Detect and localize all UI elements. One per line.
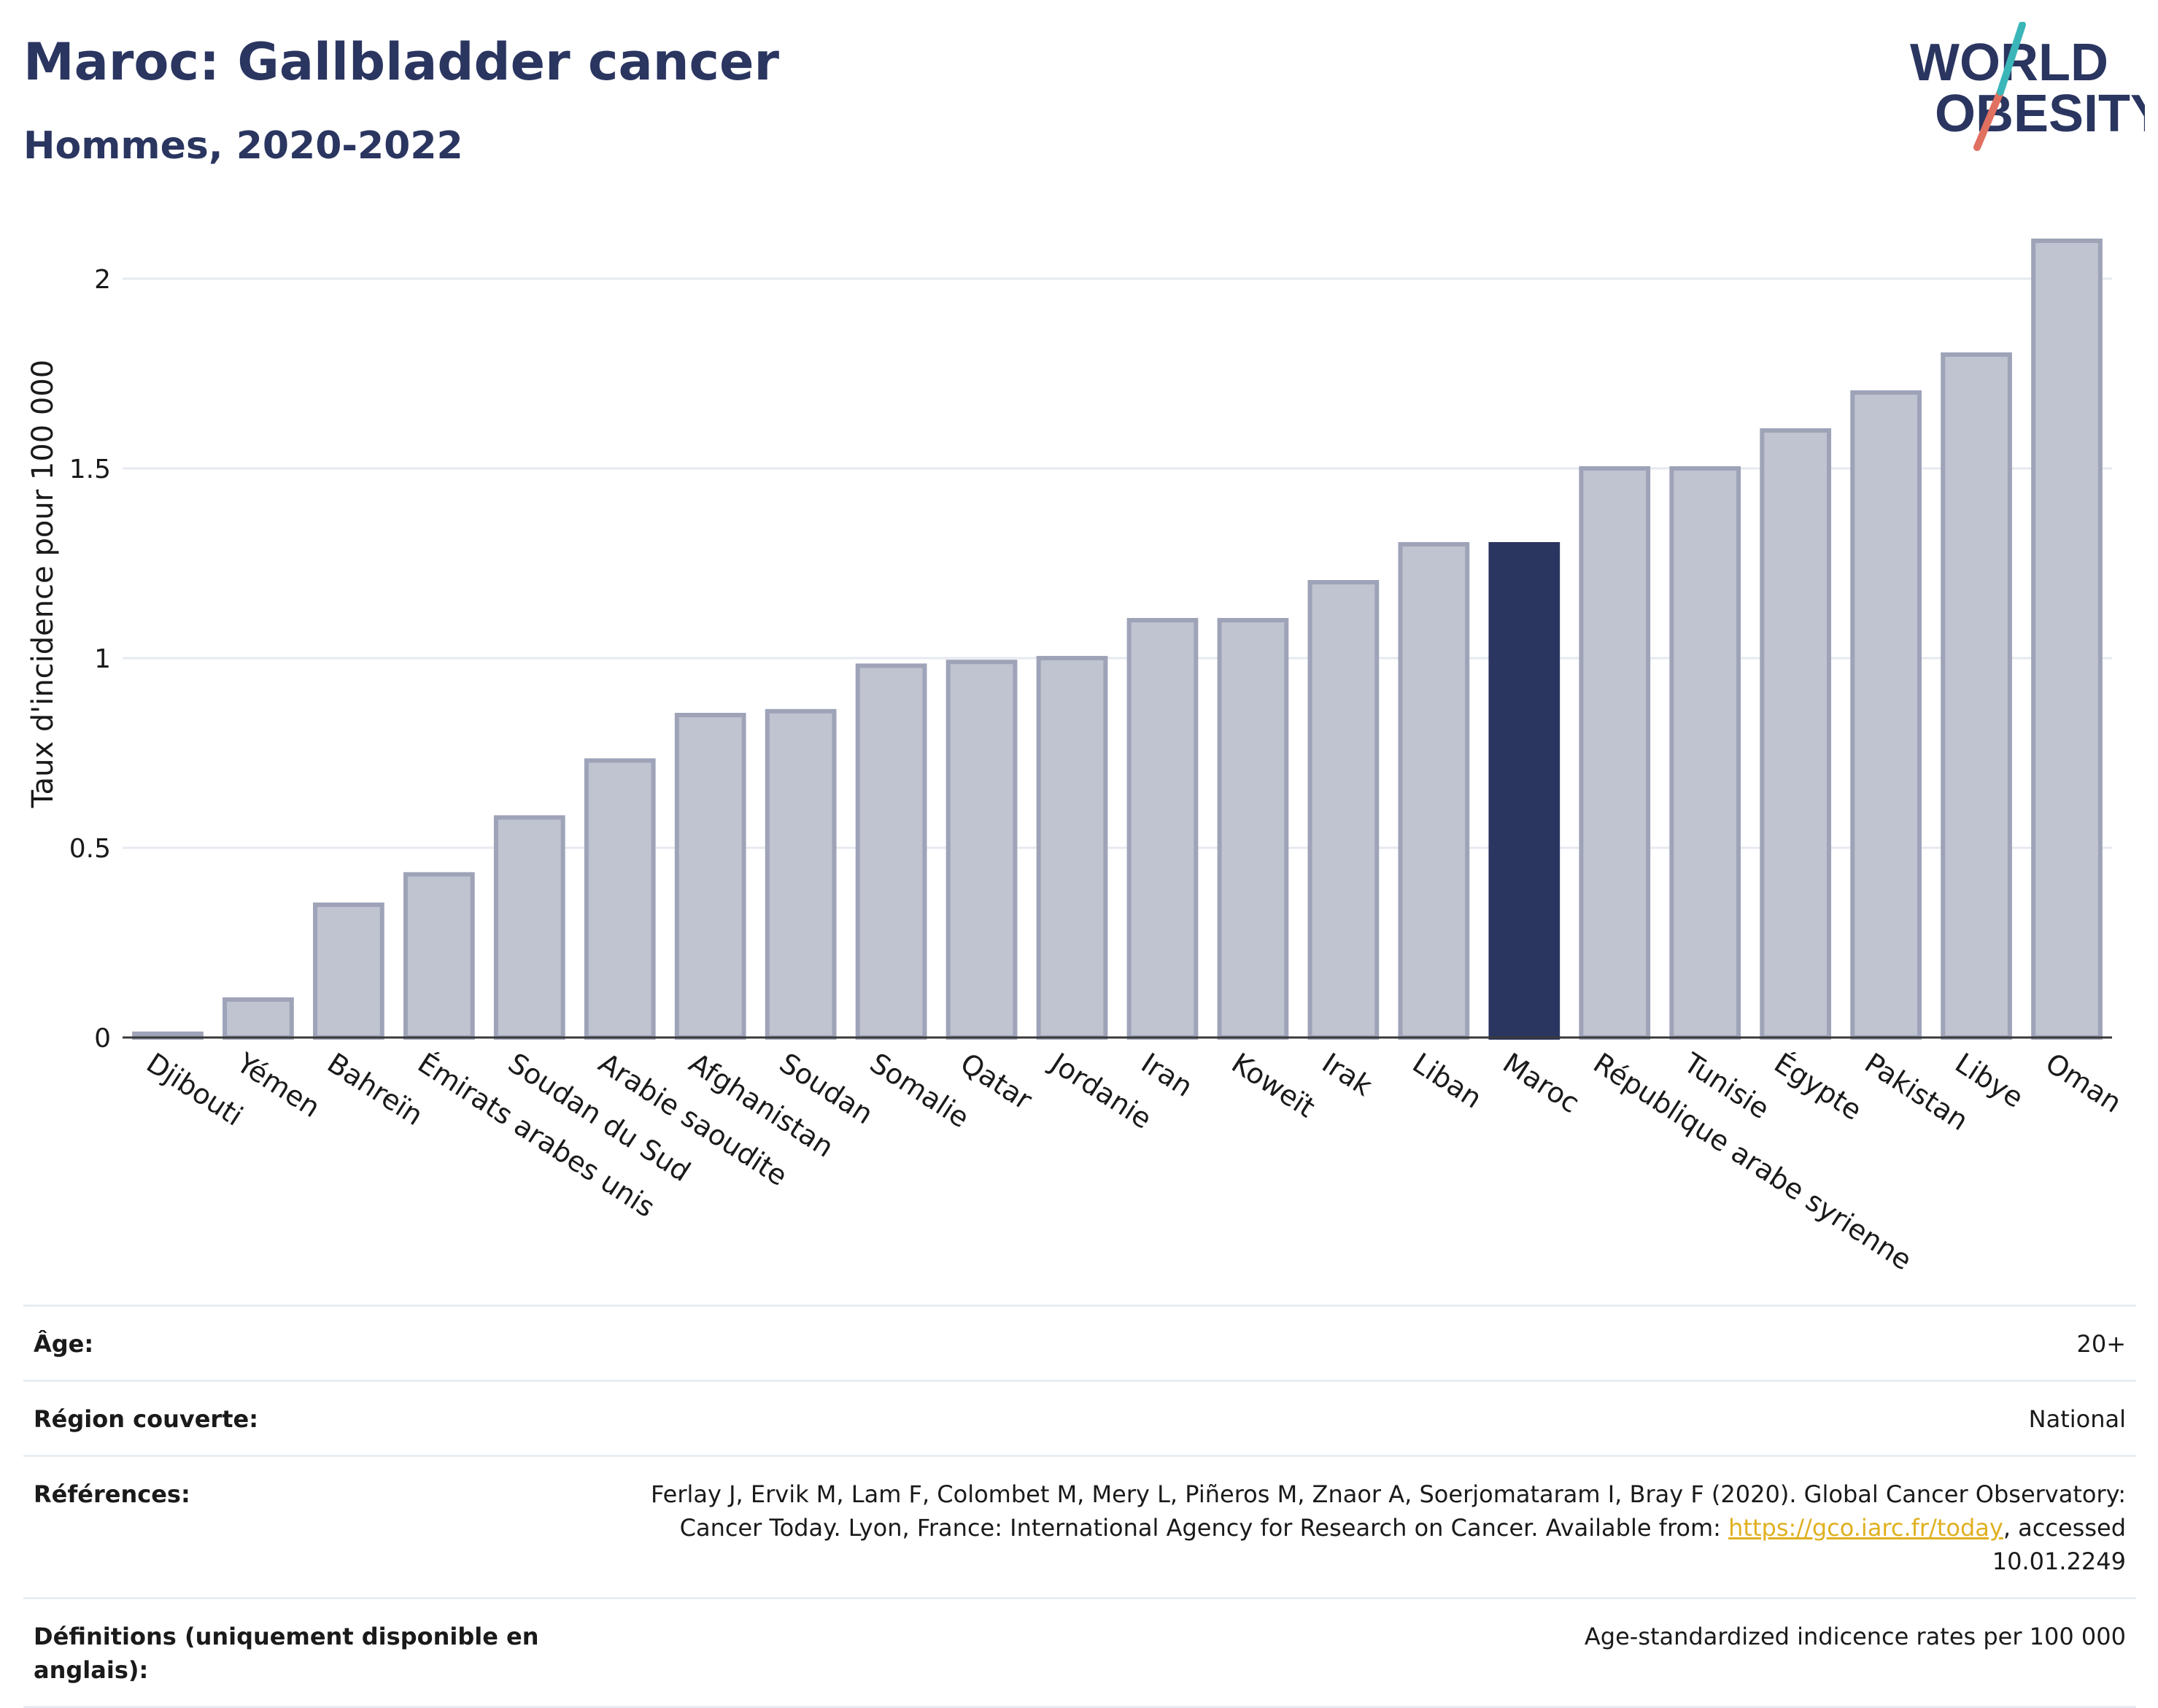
bar-république-arabe-syrienne — [1579, 466, 1651, 1040]
y-tick-label: 0 — [94, 1024, 111, 1054]
metadata-table: Âge: 20+ Région couverte: National Référ… — [23, 1305, 2136, 1708]
x-tick-label: Somalie — [865, 1047, 975, 1135]
bar-arabie-saoudite — [584, 758, 656, 1040]
bar-pakistan — [1850, 390, 1922, 1040]
x-tick-label: Pakistan — [1859, 1047, 1973, 1137]
reference-accessed: , accessed 10.01.2249 — [1992, 1514, 2126, 1575]
x-tick-label: Iran — [1136, 1047, 1199, 1103]
meta-value: 20+ — [2076, 1330, 2126, 1358]
bar-soudan-du-sud — [493, 815, 565, 1040]
x-tick-label: Djibouti — [141, 1047, 248, 1132]
bar-jordanie — [1036, 656, 1108, 1040]
x-tick-label: Jordanie — [1044, 1046, 1158, 1135]
meta-row-references: Références: Ferlay J, Ervik M, Lam F, Co… — [23, 1455, 2136, 1597]
bar-émirats-arabes-unis — [403, 872, 475, 1040]
bar-maroc — [1488, 542, 1561, 1040]
bars — [132, 239, 2103, 1040]
bar-libye — [1941, 352, 2012, 1040]
meta-key: Région couverte: — [34, 1405, 258, 1433]
x-tick-label: Irak — [1316, 1047, 1377, 1102]
meta-key: Âge: — [34, 1330, 94, 1358]
bar-tunisie — [1669, 466, 1741, 1040]
y-tick-label: 2 — [94, 265, 111, 295]
world-obesity-logo: WORLD OBESITY — [1910, 22, 2145, 151]
bar-iran — [1126, 618, 1199, 1040]
y-tick-label: 0.5 — [69, 834, 111, 864]
y-tick-label: 1.5 — [69, 455, 111, 484]
x-tick-label: République arabe syrienne — [1587, 1047, 1917, 1277]
logo-line2: OBESITY — [1935, 85, 2145, 143]
meta-value: National — [2028, 1405, 2126, 1433]
x-tick-label: Yémen — [231, 1046, 326, 1124]
x-tick-label: Liban — [1407, 1047, 1488, 1115]
meta-row-region: Région couverte: National — [23, 1380, 2136, 1455]
meta-row-definitions: Définitions (uniquement disponible en an… — [23, 1597, 2136, 1708]
bar-soudan — [765, 708, 837, 1040]
x-tick-label: Oman — [2040, 1047, 2127, 1119]
bar-yémen — [223, 997, 294, 1040]
bar-égypte — [1760, 428, 1832, 1040]
reference-link[interactable]: https://gco.iarc.fr/today — [1728, 1514, 2003, 1542]
meta-row-age: Âge: 20+ — [23, 1305, 2136, 1380]
bar-bahreïn — [313, 903, 384, 1040]
bar-qatar — [945, 660, 1018, 1040]
meta-value: Age-standardized indicence rates per 100… — [1584, 1623, 2126, 1650]
meta-key: Références: — [34, 1480, 190, 1508]
x-tick-label: Bahreïn — [322, 1047, 429, 1132]
x-tick-label: Égypte — [1768, 1047, 1868, 1127]
chart-subtitle: Hommes, 2020-2022 — [23, 124, 463, 168]
bar-oman — [2031, 239, 2103, 1040]
y-axis-label: Taux d'incidence pour 100 000 — [26, 360, 60, 808]
reference-text: Ferlay J, Ervik M, Lam F, Colombet M, Me… — [651, 1480, 2126, 1542]
y-tick-label: 1 — [94, 644, 111, 674]
bar-somalie — [855, 663, 927, 1040]
x-tick-label: Maroc — [1497, 1047, 1585, 1120]
bar-koweït — [1217, 618, 1289, 1040]
bar-afghanistan — [674, 713, 746, 1040]
meta-value: Ferlay J, Ervik M, Lam F, Colombet M, Me… — [594, 1477, 2126, 1578]
y-tick-labels: 0 0.5 1 1.5 2 — [69, 265, 111, 1054]
bar-irak — [1307, 580, 1380, 1040]
meta-key: Définitions (uniquement disponible en an… — [34, 1623, 539, 1684]
chart-title: Maroc: Gallbladder cancer — [23, 32, 780, 92]
x-tick-label: Koweït — [1226, 1047, 1321, 1124]
bar-liban — [1398, 542, 1470, 1040]
